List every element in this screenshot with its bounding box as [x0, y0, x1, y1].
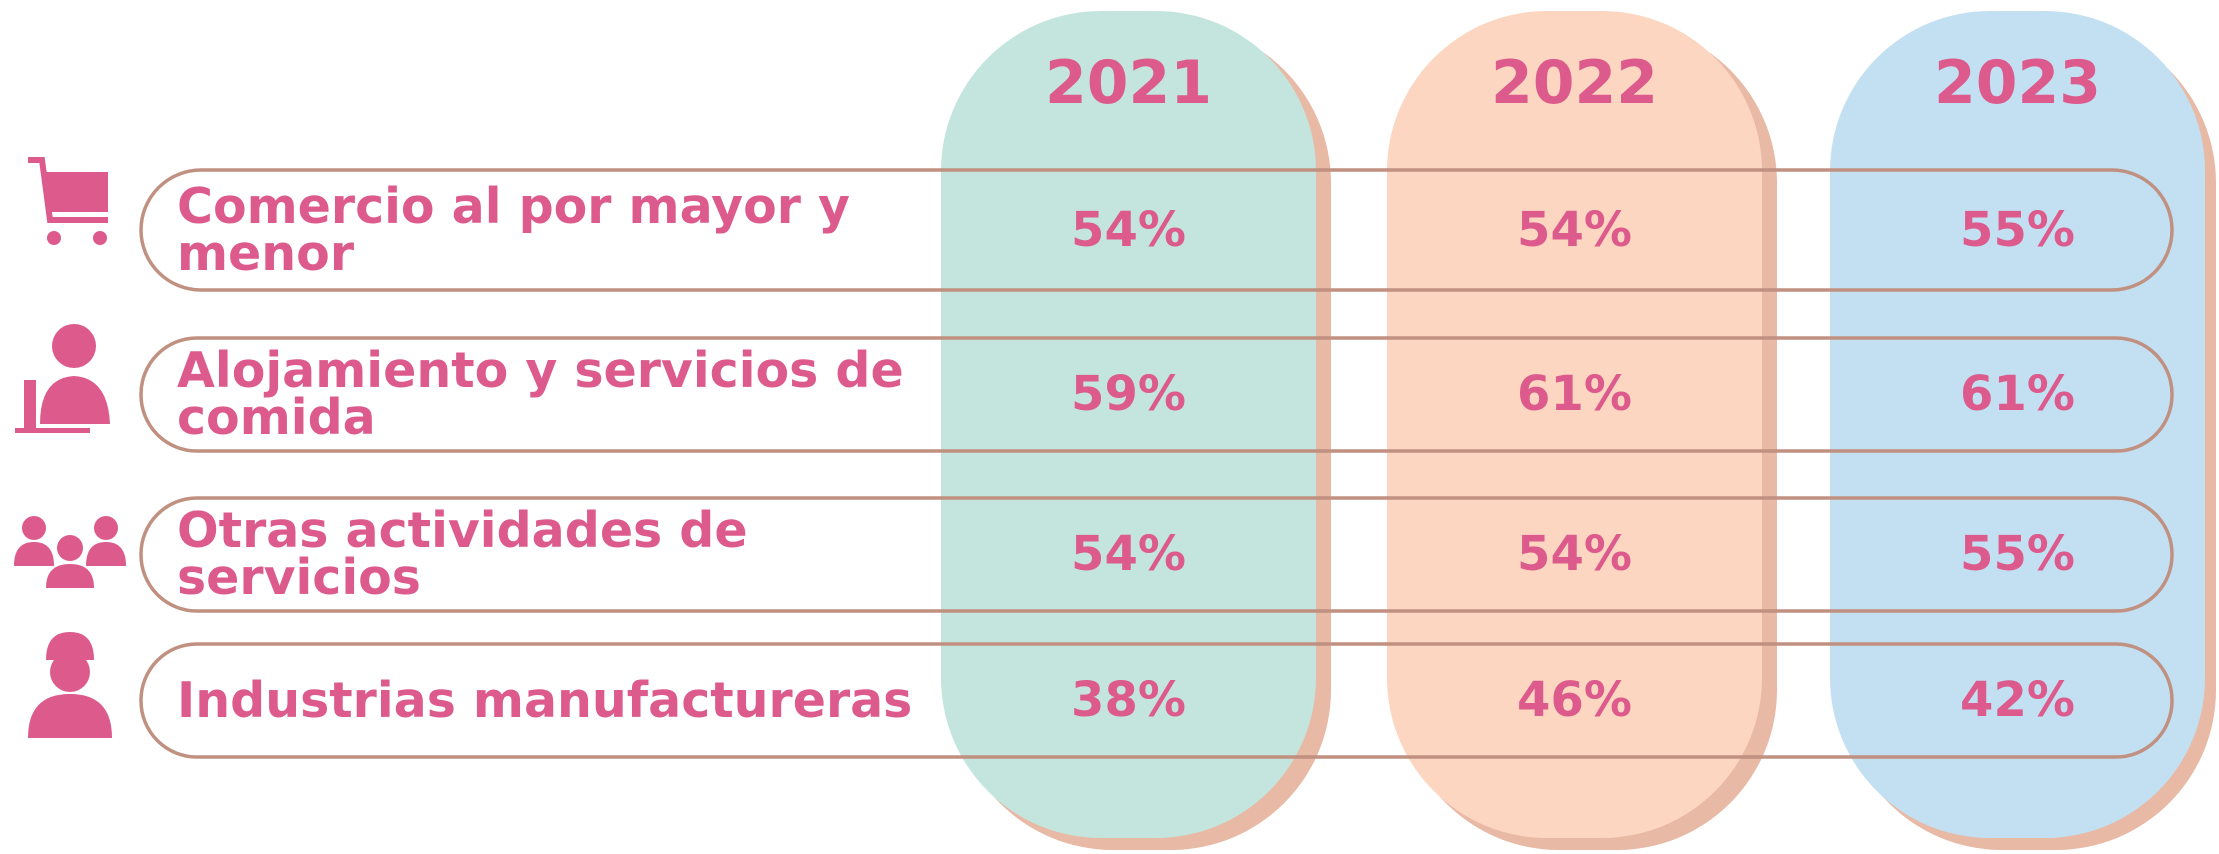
cell-value: 55% [1960, 526, 2075, 582]
cell-value: 55% [1960, 202, 2075, 258]
cell-value: 59% [1071, 366, 1186, 422]
cell-value: 61% [1960, 366, 2075, 422]
column-pills [941, 11, 2205, 838]
year-header: 2023 [1934, 48, 2101, 118]
year-header: 2022 [1491, 48, 1658, 118]
cell-value: 54% [1517, 202, 1632, 258]
people-icon [14, 516, 126, 588]
row-label: Otras actividades de servicios [177, 502, 748, 606]
row-outlines [139, 168, 2174, 759]
icons [14, 157, 126, 738]
cell-value: 46% [1517, 672, 1632, 728]
cell-value: 38% [1071, 672, 1186, 728]
waiter-icon [15, 324, 110, 433]
year-header: 2021 [1045, 48, 1212, 118]
worker-icon [28, 632, 112, 738]
row-label: Alojamiento y servicios de comida [177, 342, 904, 446]
cell-value: 61% [1517, 366, 1632, 422]
cell-value: 54% [1071, 202, 1186, 258]
cell-value: 54% [1071, 526, 1186, 582]
cart-icon [28, 157, 108, 245]
cell-value: 54% [1517, 526, 1632, 582]
cell-value: 42% [1960, 672, 2075, 728]
row-label: Industrias manufactureras [177, 671, 913, 729]
row-label: Comercio al por mayor y menor [177, 178, 850, 282]
